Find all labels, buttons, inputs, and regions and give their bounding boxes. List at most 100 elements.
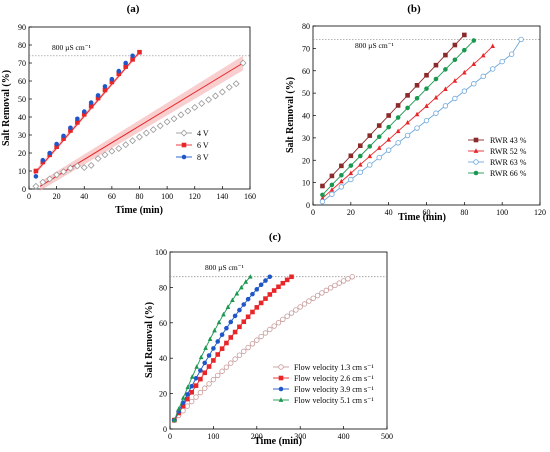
data-point-8-v [40, 157, 46, 163]
data-point-flow-velocity-2-6-cm-s [206, 364, 212, 369]
data-point-rwr-52 [395, 128, 401, 134]
data-point-8-v [75, 116, 80, 122]
fit-line-6v [34, 51, 140, 175]
data-point-rwr-66 [339, 172, 344, 178]
data-point-flow-velocity-5-1-cm-s [247, 274, 253, 279]
x-tick-label: 400 [338, 432, 350, 441]
data-point-rwr-43 [367, 133, 373, 138]
data-point-flow-velocity-2-6-cm-s [241, 319, 247, 325]
data-point-4-v [32, 182, 40, 190]
data-point-6-v [75, 120, 80, 125]
y-tick-label: 0 [306, 201, 310, 210]
data-point-4-v [73, 162, 81, 170]
panel-a: (a) 0 20 40 60 80 100 120 140 160 0 10 20 30 40 50 60 70… [1, 3, 256, 216]
data-point-rwr-52 [357, 162, 363, 167]
data-point-flow-velocity-3-9-cm-s [263, 278, 268, 283]
y-tick-label: 70 [18, 59, 26, 68]
data-point-rwr-63 [414, 125, 420, 131]
data-point-rwr-43 [395, 103, 401, 108]
data-point-flow-velocity-3-9-cm-s [232, 313, 238, 319]
data-point-rwr-63 [338, 184, 345, 190]
legend-label-8v: 8 V [197, 153, 209, 162]
legend-marker-flow-velocity-3-9-cm-s [278, 386, 284, 392]
data-point-flow-velocity-2-6-cm-s [263, 296, 268, 301]
data-point-flow-velocity-1-3-cm-s [284, 313, 290, 319]
legend-label-flow39: Flow velocity 3.9 cm s⁻¹ [294, 385, 374, 394]
data-point-4-v [163, 118, 171, 126]
y-tick-label: 40 [302, 112, 310, 121]
y-tick-label: 100 [155, 248, 167, 257]
x-tick-label: 0 [168, 432, 172, 441]
x-tick-label: 20 [53, 192, 61, 201]
data-point-rwr-63 [508, 51, 515, 57]
data-point-flow-velocity-2-6-cm-s [232, 329, 238, 335]
data-point-rwr-63 [499, 58, 505, 65]
data-point-rwr-43 [414, 82, 420, 88]
data-point-rwr-43 [424, 72, 429, 78]
data-point-rwr-52 [480, 52, 486, 58]
legend-marker-rwr-66 [473, 170, 479, 176]
data-point-6-v [33, 168, 39, 174]
panel-b-plot: 0 20 40 60 80 100 120 0 10 20 30 40 50 60 70 80 [302, 22, 546, 217]
data-point-rwr-63 [452, 95, 458, 102]
data-point-8-v [88, 100, 94, 105]
data-point-rwr-66 [395, 115, 401, 120]
data-point-rwr-66 [376, 134, 382, 140]
data-point-4-v [184, 107, 192, 115]
panel-c-reference-label: 800 µS cm⁻¹ [205, 263, 244, 272]
data-point-flow-velocity-2-6-cm-s [224, 340, 229, 346]
y-tick-label: 60 [18, 77, 26, 86]
y-tick-label: 80 [302, 22, 310, 31]
data-point-8-v [116, 68, 122, 74]
data-point-4-v [80, 164, 88, 172]
x-tick-label: 500 [381, 432, 393, 441]
data-point-4-v [225, 83, 233, 91]
y-tick-label: 50 [18, 95, 26, 104]
data-point-flow-velocity-1-3-cm-s [288, 310, 295, 316]
data-point-flow-velocity-2-6-cm-s [180, 403, 186, 409]
panel-b-xlabel: Time (min) [398, 212, 446, 223]
legend-marker-rwr-63 [473, 159, 479, 165]
data-point-flow-velocity-2-6-cm-s [202, 370, 208, 376]
data-point-8-v [68, 125, 73, 131]
data-point-rwr-52 [405, 119, 410, 125]
data-point-4-v [142, 129, 150, 137]
panel-c-frame [169, 251, 388, 430]
data-point-4-v [129, 137, 137, 145]
series-line-rwr-63 [322, 39, 522, 202]
data-point-rwr-52 [462, 69, 467, 75]
data-point-rwr-63 [433, 110, 439, 116]
legend-label-rwr52: RWR 52 % [490, 147, 527, 156]
data-point-rwr-52 [414, 111, 420, 117]
data-point-rwr-43 [329, 173, 335, 179]
data-point-rwr-66 [424, 86, 429, 91]
data-point-rwr-43 [386, 113, 391, 118]
data-point-flow-velocity-3-9-cm-s [250, 291, 255, 297]
data-point-rwr-66 [462, 47, 467, 53]
legend-marker-rwr-43 [473, 137, 479, 143]
panel-b-ylabel: Salt Removal (%) [285, 77, 296, 153]
data-point-flow-velocity-1-3-cm-s [301, 301, 308, 307]
data-point-flow-velocity-1-3-cm-s [193, 394, 199, 400]
data-point-rwr-63 [319, 198, 326, 205]
data-point-4-v [66, 164, 74, 172]
data-point-flow-velocity-1-3-cm-s [254, 337, 260, 343]
data-point-6-v [54, 144, 59, 149]
y-tick-label: 20 [18, 149, 26, 158]
data-point-flow-velocity-3-9-cm-s [185, 392, 190, 397]
panel-a-xlabel: Time (min) [115, 205, 163, 216]
series-line-flow-velocity-2-6-cm-s [173, 276, 292, 421]
data-point-flow-velocity-5-1-cm-s [216, 319, 222, 325]
data-point-flow-velocity-2-6-cm-s [276, 284, 281, 290]
data-point-rwr-43 [339, 163, 344, 169]
legend-marker-flow-velocity-1-3-cm-s [278, 364, 284, 370]
y-tick-label: 40 [159, 354, 167, 363]
data-point-4-v [122, 141, 130, 149]
data-point-flow-velocity-2-6-cm-s [258, 300, 264, 306]
data-point-rwr-63 [404, 132, 411, 139]
data-point-rwr-66 [405, 105, 410, 111]
data-point-4-v [39, 178, 47, 186]
data-point-rwr-43 [452, 42, 458, 48]
data-point-flow-velocity-1-3-cm-s [245, 344, 251, 351]
